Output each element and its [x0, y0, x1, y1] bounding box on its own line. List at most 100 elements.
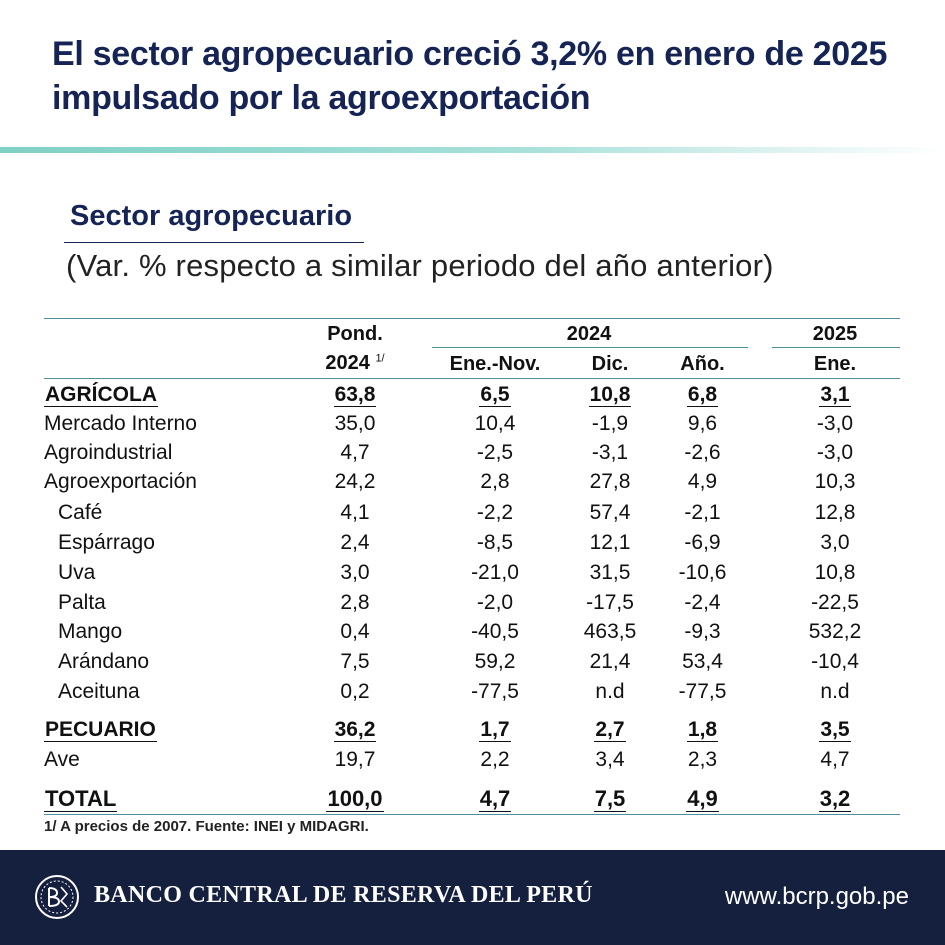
- table-row: Mango 0,4 -40,5 463,5 -9,3 532,2: [0, 617, 945, 647]
- row-label: Uva: [58, 561, 96, 584]
- cell-pond: 0,2: [340, 680, 370, 703]
- cell-ano: 4,9: [687, 470, 718, 493]
- cell-pond: 63,8: [333, 383, 377, 407]
- header-dic: Dic.: [591, 353, 629, 375]
- cell-dic: 2,7: [594, 718, 626, 742]
- cell-ano: -77,5: [678, 680, 727, 703]
- header-year-2025: 2025: [812, 323, 858, 345]
- cell-dic: 463,5: [583, 620, 637, 643]
- cell-ene: 3,5: [819, 718, 851, 742]
- cell-ene: 10,8: [814, 561, 856, 584]
- website-link[interactable]: www.bcrp.gob.pe: [724, 883, 909, 910]
- cell-ano: -2,6: [684, 441, 721, 464]
- row-label: Agroindustrial: [44, 441, 173, 464]
- row-label: Agroexportación: [44, 470, 197, 493]
- cell-ene: 10,3: [814, 470, 856, 493]
- header-2024-rule: [432, 347, 748, 348]
- cell-ene-nov: 2,2: [480, 748, 510, 771]
- header-pond-note: 1/: [375, 352, 385, 365]
- cell-dic: 3,4: [595, 748, 625, 771]
- table-row: PECUARIO 36,2 1,7 2,7 1,8 3,5: [0, 715, 945, 745]
- header-ene-nov: Ene.-Nov.: [449, 353, 541, 375]
- bank-name: BANCO CENTRAL DE RESERVA DEL PERÚ: [94, 882, 593, 908]
- header-pond: Pond.: [327, 323, 383, 345]
- cell-ene: 3,1: [819, 383, 851, 407]
- table-row: Agroexportación 24,2 2,8 27,8 4,9 10,3: [0, 467, 945, 497]
- cell-ene: -3,0: [816, 412, 854, 435]
- section-title-underline: [64, 242, 364, 243]
- cell-dic: 57,4: [589, 501, 631, 524]
- cell-ene-nov: 6,5: [479, 383, 511, 407]
- header-year-2024: 2024: [566, 323, 612, 345]
- headline: El sector agropecuario creció 3,2% en en…: [52, 35, 888, 117]
- accent-bar: [0, 147, 945, 153]
- table-row: Agroindustrial 4,7 -2,5 -3,1 -2,6 -3,0: [0, 438, 945, 468]
- table-row: Café 4,1 -2,2 57,4 -2,1 12,8: [0, 498, 945, 528]
- table-row: Aceituna 0,2 -77,5 n.d -77,5 n.d: [0, 677, 945, 707]
- cell-dic: 12,1: [589, 531, 631, 554]
- table-row: Espárrago 2,4 -8,5 12,1 -6,9 3,0: [0, 528, 945, 558]
- cell-pond: 4,1: [340, 501, 370, 524]
- cell-ene-nov: -40,5: [471, 620, 519, 643]
- row-label: Café: [58, 501, 103, 524]
- cell-ene: n.d: [820, 680, 850, 703]
- cell-ene-nov: -2,2: [476, 501, 514, 524]
- cell-ano: 4,9: [686, 786, 719, 812]
- cell-dic: -1,9: [591, 412, 629, 435]
- header-bottom-rule: [44, 378, 900, 379]
- cell-dic: -17,5: [586, 591, 634, 614]
- cell-ene: 12,8: [814, 501, 856, 524]
- cell-ene: 532,2: [808, 620, 862, 643]
- row-label: Mango: [58, 620, 123, 643]
- cell-ano: 2,3: [687, 748, 718, 771]
- cell-ene: -3,0: [816, 441, 854, 464]
- cell-ano: 1,8: [686, 718, 719, 742]
- cell-ene: 3,2: [818, 786, 852, 812]
- cell-dic: 10,8: [588, 383, 632, 407]
- cell-dic: n.d: [595, 680, 625, 703]
- cell-dic: 7,5: [593, 786, 627, 812]
- cell-ene: 4,7: [820, 748, 850, 771]
- table-row: Uva 3,0 -21,0 31,5 -10,6 10,8: [0, 558, 945, 588]
- cell-pond: 3,0: [340, 561, 370, 584]
- row-label: Arándano: [58, 650, 150, 673]
- header-pond-year: 2024 1/: [300, 352, 410, 375]
- table-row: Mercado Interno 35,0 10,4 -1,9 9,6 -3,0: [0, 409, 945, 439]
- cell-ene-nov: 4,7: [478, 786, 512, 812]
- header-ene: Ene.: [813, 353, 857, 375]
- cell-ano: -6,9: [684, 531, 721, 554]
- footer-bar: BANCO CENTRAL DE RESERVA DEL PERÚ www.bc…: [0, 850, 945, 945]
- row-label: Ave: [44, 748, 80, 771]
- cell-ene: -22,5: [811, 591, 859, 614]
- cell-pond: 24,2: [334, 470, 376, 493]
- cell-pond: 19,7: [334, 748, 376, 771]
- cell-ene-nov: 1,7: [479, 718, 511, 742]
- cell-ano: -2,4: [684, 591, 721, 614]
- subtitle: (Var. % respecto a similar periodo del a…: [66, 248, 774, 283]
- header-2025-rule: [772, 347, 900, 348]
- cell-pond: 36,2: [333, 718, 377, 742]
- row-label: Aceituna: [58, 680, 140, 703]
- cell-pond: 35,0: [334, 412, 376, 435]
- cell-ano: -9,3: [684, 620, 721, 643]
- cell-ano: 53,4: [682, 650, 723, 673]
- cell-ene-nov: 10,4: [474, 412, 516, 435]
- row-label: Palta: [58, 591, 106, 614]
- bcrp-seal-icon: [34, 874, 80, 920]
- row-label: Espárrago: [58, 531, 155, 554]
- cell-pond: 0,4: [340, 620, 370, 643]
- table-bottom-rule: [44, 814, 900, 815]
- cell-ano: 9,6: [687, 412, 718, 435]
- cell-ene-nov: 2,8: [480, 470, 510, 493]
- cell-dic: 27,8: [589, 470, 631, 493]
- cell-pond: 2,8: [340, 591, 370, 614]
- table-row: AGRÍCOLA 63,8 6,5 10,8 6,8 3,1: [0, 380, 945, 410]
- cell-ene: -10,4: [811, 650, 859, 673]
- cell-pond: 100,0: [326, 786, 384, 812]
- row-label: Mercado Interno: [44, 412, 197, 435]
- table-top-rule: [44, 318, 900, 319]
- cell-ene-nov: -2,5: [476, 441, 514, 464]
- cell-ene-nov: -77,5: [471, 680, 519, 703]
- table-row-total: TOTAL 100,0 4,7 7,5 4,9 3,2: [0, 784, 945, 814]
- cell-ene-nov: -21,0: [471, 561, 519, 584]
